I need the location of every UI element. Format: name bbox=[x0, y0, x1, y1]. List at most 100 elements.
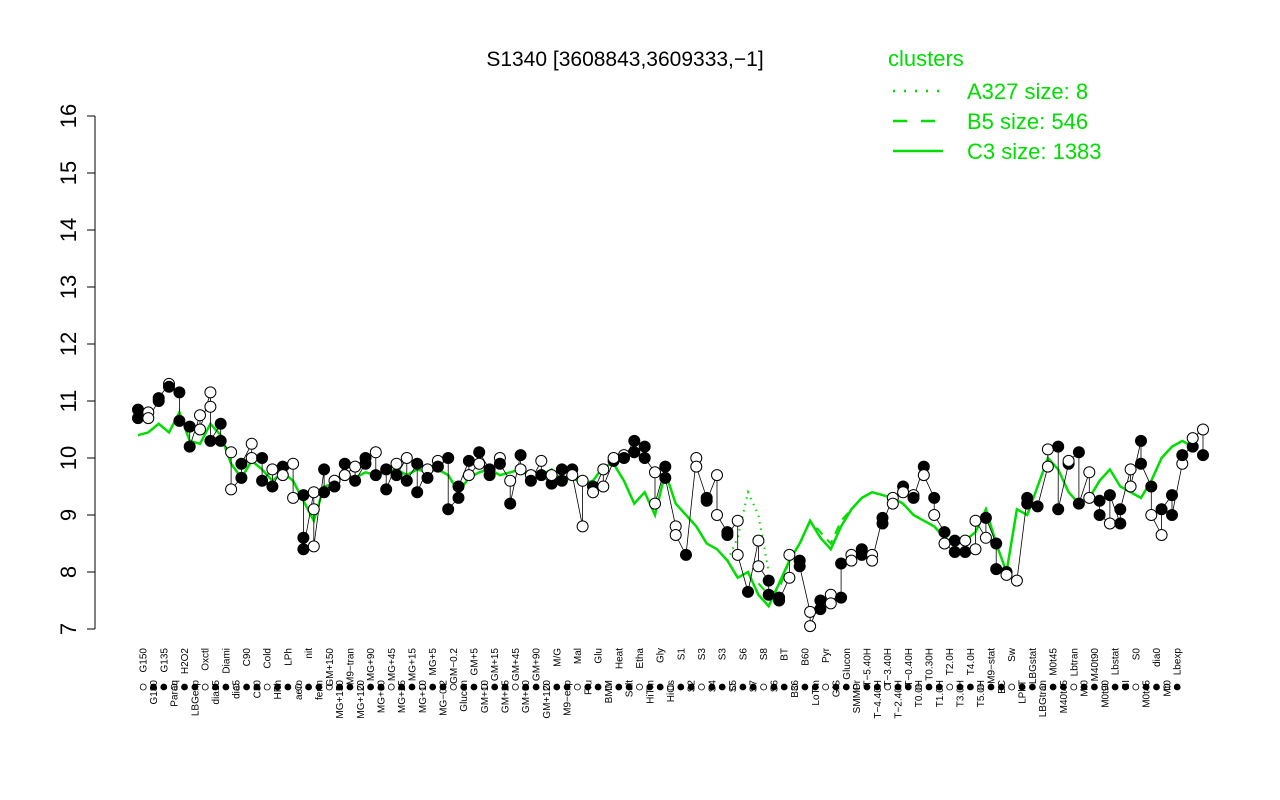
x-tick-label: C30 bbox=[252, 680, 263, 699]
x-rug-mark bbox=[460, 683, 468, 691]
x-rug-mark bbox=[832, 683, 840, 691]
x-tick-label: GM+10 bbox=[480, 680, 491, 714]
x-tick-label: Sw bbox=[1007, 647, 1018, 662]
x-tick-label: LPh bbox=[283, 648, 294, 666]
data-point bbox=[576, 520, 589, 533]
x-rug-mark bbox=[574, 683, 581, 691]
data-point bbox=[173, 414, 186, 427]
data-point bbox=[804, 620, 817, 633]
data-point bbox=[183, 440, 196, 453]
x-tick-label: Mt0 bbox=[1080, 680, 1091, 697]
x-rug-mark bbox=[222, 683, 230, 691]
x-rug-mark bbox=[1070, 683, 1078, 691]
x-tick-label: Salt bbox=[625, 680, 636, 697]
data-point bbox=[1083, 491, 1096, 504]
data-point bbox=[990, 563, 1003, 576]
data-point bbox=[700, 494, 713, 507]
x-rug-mark bbox=[1080, 683, 1088, 691]
x-rug-mark bbox=[356, 683, 364, 691]
x-tick-label: M40t90 bbox=[1090, 648, 1101, 682]
data-point bbox=[338, 457, 351, 470]
x-rug-mark bbox=[729, 683, 736, 691]
data-point bbox=[897, 486, 910, 499]
x-rug-mark bbox=[563, 683, 571, 691]
data-point bbox=[1114, 517, 1127, 530]
data-point bbox=[163, 380, 175, 393]
x-rug-mark bbox=[708, 683, 716, 691]
x-rug-mark bbox=[625, 683, 633, 691]
data-point bbox=[535, 469, 548, 482]
x-rug-mark bbox=[1049, 683, 1057, 691]
x-tick-label: LBGtran bbox=[1038, 680, 1049, 717]
x-rug-mark bbox=[325, 683, 333, 691]
x-rug-mark bbox=[698, 683, 705, 691]
data-point bbox=[576, 474, 589, 487]
data-point bbox=[1197, 423, 1209, 436]
data-point bbox=[287, 457, 300, 470]
x-tick-label: nit bbox=[304, 648, 315, 659]
x-tick-label: S3 bbox=[718, 648, 729, 661]
x-tick-label: S6 bbox=[769, 680, 780, 693]
x-rug-mark bbox=[739, 683, 747, 691]
data-point bbox=[814, 603, 827, 616]
y-tick-label: 9 bbox=[56, 509, 81, 521]
chart-title: S1340 [3608843,3609333,−1] bbox=[486, 48, 763, 71]
x-tick-label: HPh bbox=[273, 680, 284, 699]
data-point bbox=[349, 460, 362, 473]
data-point bbox=[731, 514, 744, 527]
x-rug-mark bbox=[863, 683, 871, 691]
x-tick-label: SMMPr bbox=[852, 679, 863, 713]
legend-entry: B5 size: 546 bbox=[967, 109, 1088, 134]
series-line-dotted bbox=[726, 489, 770, 573]
data-point bbox=[204, 434, 217, 447]
data-point bbox=[514, 449, 527, 462]
x-rug-mark bbox=[956, 683, 964, 691]
data-point bbox=[256, 474, 269, 487]
data-point bbox=[442, 452, 455, 464]
x-rug-mark bbox=[553, 683, 561, 691]
x-rug-mark bbox=[243, 683, 251, 691]
legend-entry: C3 size: 1383 bbox=[967, 139, 1102, 164]
x-tick-label: GM+120 bbox=[542, 680, 553, 719]
x-tick-label: B60 bbox=[800, 648, 811, 666]
x-tick-label: LBGexp bbox=[190, 680, 201, 717]
x-rug-mark bbox=[1142, 683, 1150, 691]
data-point bbox=[369, 446, 382, 459]
x-tick-label: ferm bbox=[314, 680, 325, 700]
x-tick-label: B36 bbox=[790, 680, 801, 698]
x-rug-mark bbox=[656, 683, 664, 691]
x-rug-mark bbox=[1018, 683, 1026, 691]
x-rug-mark bbox=[336, 683, 344, 691]
x-rug-mark bbox=[1173, 683, 1181, 691]
data-point bbox=[1186, 432, 1199, 445]
x-tick-label: T−5.40H bbox=[863, 648, 874, 687]
x-tick-label: S5 bbox=[728, 680, 739, 693]
data-point bbox=[669, 529, 682, 541]
data-point bbox=[173, 386, 186, 399]
data-point bbox=[607, 452, 620, 464]
x-tick-label: M9−tran bbox=[346, 648, 357, 685]
x-tick-label: MG+120 bbox=[356, 680, 367, 719]
data-point bbox=[328, 480, 341, 493]
data-point bbox=[628, 434, 641, 447]
x-tick-label: Paraq bbox=[170, 680, 181, 707]
data-point bbox=[618, 452, 630, 464]
x-tick-label: T1.0H bbox=[935, 680, 946, 707]
data-point bbox=[1166, 509, 1178, 521]
x-tick-label: GM+90 bbox=[532, 648, 543, 682]
x-rug-mark bbox=[449, 683, 457, 691]
data-point bbox=[452, 491, 465, 504]
y-tick-label: 13 bbox=[56, 275, 81, 299]
data-point bbox=[690, 460, 703, 473]
x-rug-mark bbox=[212, 683, 219, 691]
data-point bbox=[318, 463, 331, 476]
data-point bbox=[824, 597, 837, 610]
x-rug-mark bbox=[946, 683, 954, 691]
data-point bbox=[307, 540, 320, 553]
x-tick-label: T−4.40H bbox=[873, 680, 884, 719]
data-point bbox=[1135, 457, 1147, 470]
data-point bbox=[431, 460, 444, 473]
data-point bbox=[204, 386, 217, 399]
series-line-dashed bbox=[757, 497, 863, 597]
x-rug-mark bbox=[915, 683, 923, 691]
